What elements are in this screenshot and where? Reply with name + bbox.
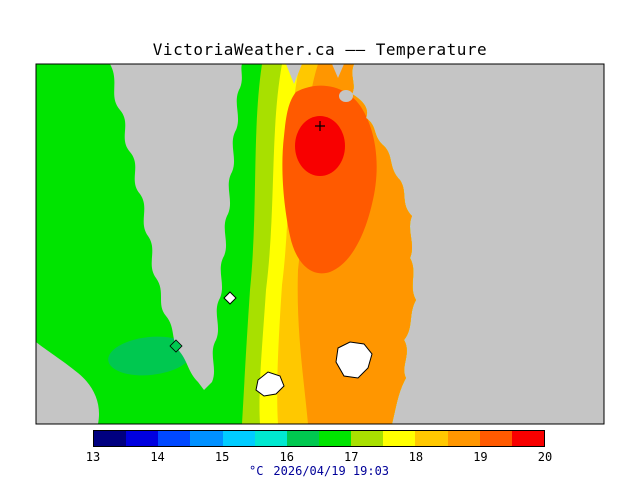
colorbar-segment bbox=[351, 431, 384, 446]
colorbar-tick-label: 16 bbox=[279, 450, 294, 464]
hotspot-red-core bbox=[295, 116, 345, 176]
colorbar-caption: °C 2026/04/19 19:03 bbox=[93, 464, 545, 478]
colorbar-tick-label: 13 bbox=[85, 450, 101, 464]
pond-diamond bbox=[223, 291, 237, 305]
colorbar-tick-label: 14 bbox=[150, 450, 165, 464]
lake bbox=[255, 371, 285, 397]
colorbar-segment bbox=[479, 431, 512, 446]
colorbar bbox=[93, 430, 545, 447]
lake bbox=[335, 341, 373, 379]
colorbar-segment bbox=[447, 431, 480, 446]
colorbar-segment bbox=[222, 431, 255, 446]
coast-bay bbox=[339, 90, 353, 102]
colorbar-segment bbox=[254, 431, 287, 446]
colorbar-segment bbox=[383, 431, 416, 446]
colorbar-segment bbox=[318, 431, 352, 446]
colorbar-segment bbox=[190, 431, 223, 446]
colorbar-tick-label: 15 bbox=[214, 450, 230, 464]
station-marker-icon bbox=[169, 339, 183, 353]
plot-border bbox=[35, 63, 605, 425]
colorbar-tick-label: 19 bbox=[473, 450, 488, 464]
colorbar-tick-label: 18 bbox=[408, 450, 424, 464]
timestamp: 2026/04/19 19:03 bbox=[273, 464, 390, 478]
colorbar-segment bbox=[415, 431, 448, 446]
colorbar-segment bbox=[511, 431, 544, 446]
page-title: VictoriaWeather.ca —— Temperature bbox=[152, 40, 488, 59]
inlet-channel-water bbox=[110, 64, 242, 390]
colorbar-segment bbox=[286, 431, 319, 446]
colorbar-segment bbox=[126, 431, 159, 446]
colorbar-segment bbox=[158, 431, 191, 446]
colorbar-tick-label: 17 bbox=[344, 450, 359, 464]
colorbar-segment bbox=[94, 431, 127, 446]
colorbar-ticks: 13 14 15 16 17 18 19 20 bbox=[0, 450, 640, 464]
station-marker-icon bbox=[315, 121, 325, 131]
coast-notch-bay bbox=[286, 64, 302, 84]
coast-notch-bay bbox=[332, 64, 344, 78]
colorbar-tick-label: 20 bbox=[537, 450, 553, 464]
units-label: °C bbox=[248, 464, 264, 478]
